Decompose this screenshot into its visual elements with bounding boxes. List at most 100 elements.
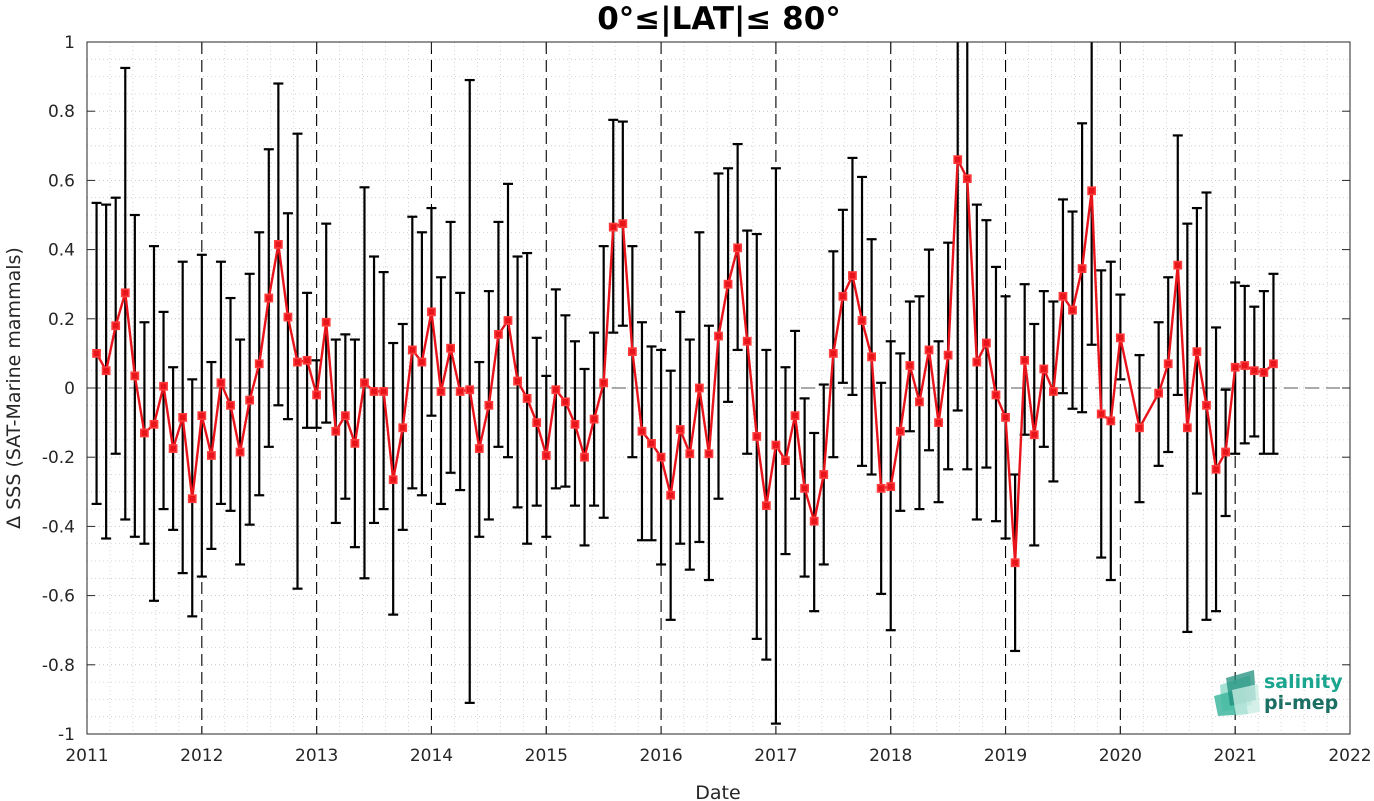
y-tick-label: -0.8 <box>42 656 75 676</box>
data-point <box>92 348 101 358</box>
data-point <box>656 452 666 462</box>
data-point <box>895 426 905 436</box>
x-tick-label: 2012 <box>180 746 223 766</box>
data-point <box>1249 366 1259 376</box>
data-point <box>216 378 226 388</box>
error-bar <box>158 310 169 511</box>
data-point <box>1039 364 1049 374</box>
y-tick-labels: -1 -0.8 -0.6 -0.4 -0.2 0 0.2 0.4 0.6 0.8 1 <box>42 33 75 745</box>
data-point <box>608 222 618 232</box>
data-point <box>1058 291 1068 301</box>
data-point <box>379 387 389 396</box>
data-point <box>962 174 972 184</box>
x-tick-label: 2016 <box>639 746 682 766</box>
data-point <box>561 397 570 407</box>
data-point <box>1182 423 1192 433</box>
data-point <box>704 449 714 459</box>
data-point <box>235 447 245 457</box>
data-point <box>149 419 159 429</box>
x-tick-labels: 2011 2012 2013 2014 2015 2016 2017 2018 2019 2020… <box>65 746 1371 766</box>
data-point <box>828 348 838 358</box>
data-point <box>264 293 274 303</box>
y-tick-label: -0.6 <box>42 587 75 607</box>
data-point <box>446 343 455 353</box>
data-point <box>675 425 685 434</box>
data-point <box>627 347 637 357</box>
data-point <box>1115 333 1125 343</box>
data-point <box>991 390 1001 400</box>
x-tick-label: 2021 <box>1214 746 1257 766</box>
data-point <box>570 419 580 429</box>
data-point <box>685 449 695 459</box>
data-point <box>140 428 149 438</box>
data-point <box>781 456 790 466</box>
y-tick-label: 0.6 <box>48 171 75 191</box>
data-point <box>1192 347 1202 357</box>
data-point <box>159 381 168 391</box>
data-point <box>800 483 810 493</box>
data-point <box>1221 447 1231 457</box>
wave-logo-icon <box>1214 670 1260 716</box>
data-point <box>1163 359 1173 369</box>
y-tick-label: 0.2 <box>48 310 75 330</box>
y-tick-label: 0.8 <box>48 102 75 122</box>
data-point <box>982 338 991 348</box>
data-point <box>321 317 331 327</box>
data-point <box>111 321 121 331</box>
data-point <box>541 451 551 460</box>
data-point <box>273 240 283 249</box>
x-tick-label: 2020 <box>1099 746 1142 766</box>
data-point <box>589 414 599 424</box>
data-point <box>1269 359 1278 369</box>
data-point <box>666 490 676 500</box>
data-point <box>436 387 446 396</box>
y-tick-label: 1 <box>64 33 75 53</box>
x-tick-label: 2022 <box>1328 746 1371 766</box>
data-point <box>1230 362 1240 372</box>
data-point <box>369 387 379 396</box>
data-point <box>551 385 561 395</box>
data-point <box>1029 430 1039 440</box>
series-line <box>95 158 1275 564</box>
data-point <box>714 331 723 341</box>
data-point <box>513 376 522 386</box>
error-bar <box>952 42 963 412</box>
x-tick-label: 2011 <box>65 746 108 766</box>
data-point <box>742 336 752 346</box>
data-point <box>130 371 140 381</box>
data-point <box>647 438 656 448</box>
y-tick-label: -0.2 <box>42 448 75 468</box>
data-point <box>1087 186 1097 196</box>
x-tick-label: 2019 <box>984 746 1027 766</box>
data-point <box>1001 413 1010 422</box>
x-tick-label: 2013 <box>295 746 338 766</box>
data-point <box>953 155 963 165</box>
data-point <box>876 483 886 493</box>
data-point <box>522 393 532 403</box>
data-point <box>494 329 503 339</box>
data-point <box>474 444 484 453</box>
data-point <box>340 411 350 421</box>
data-point <box>867 352 876 362</box>
data-point <box>580 452 589 462</box>
data-point <box>427 307 436 317</box>
data-point <box>924 345 934 355</box>
data-point <box>293 357 302 367</box>
data-point <box>1010 558 1020 568</box>
data-point <box>599 378 609 388</box>
data-point <box>312 390 322 400</box>
logo-text-salinity: salinity <box>1264 671 1343 693</box>
data-point <box>771 440 781 450</box>
data-point <box>1068 305 1077 315</box>
data-point <box>1106 416 1116 426</box>
y-tick-label: 0.4 <box>48 241 75 261</box>
data-point <box>915 397 924 407</box>
data-point <box>1240 361 1250 370</box>
data-point <box>254 359 264 369</box>
x-axis-label: Date <box>695 782 740 801</box>
data-point <box>809 516 819 526</box>
salinity-pimep-logo: salinity pi-mep <box>1214 670 1343 716</box>
data-point <box>1211 464 1221 474</box>
series-path <box>95 158 1275 564</box>
data-point <box>790 411 800 421</box>
